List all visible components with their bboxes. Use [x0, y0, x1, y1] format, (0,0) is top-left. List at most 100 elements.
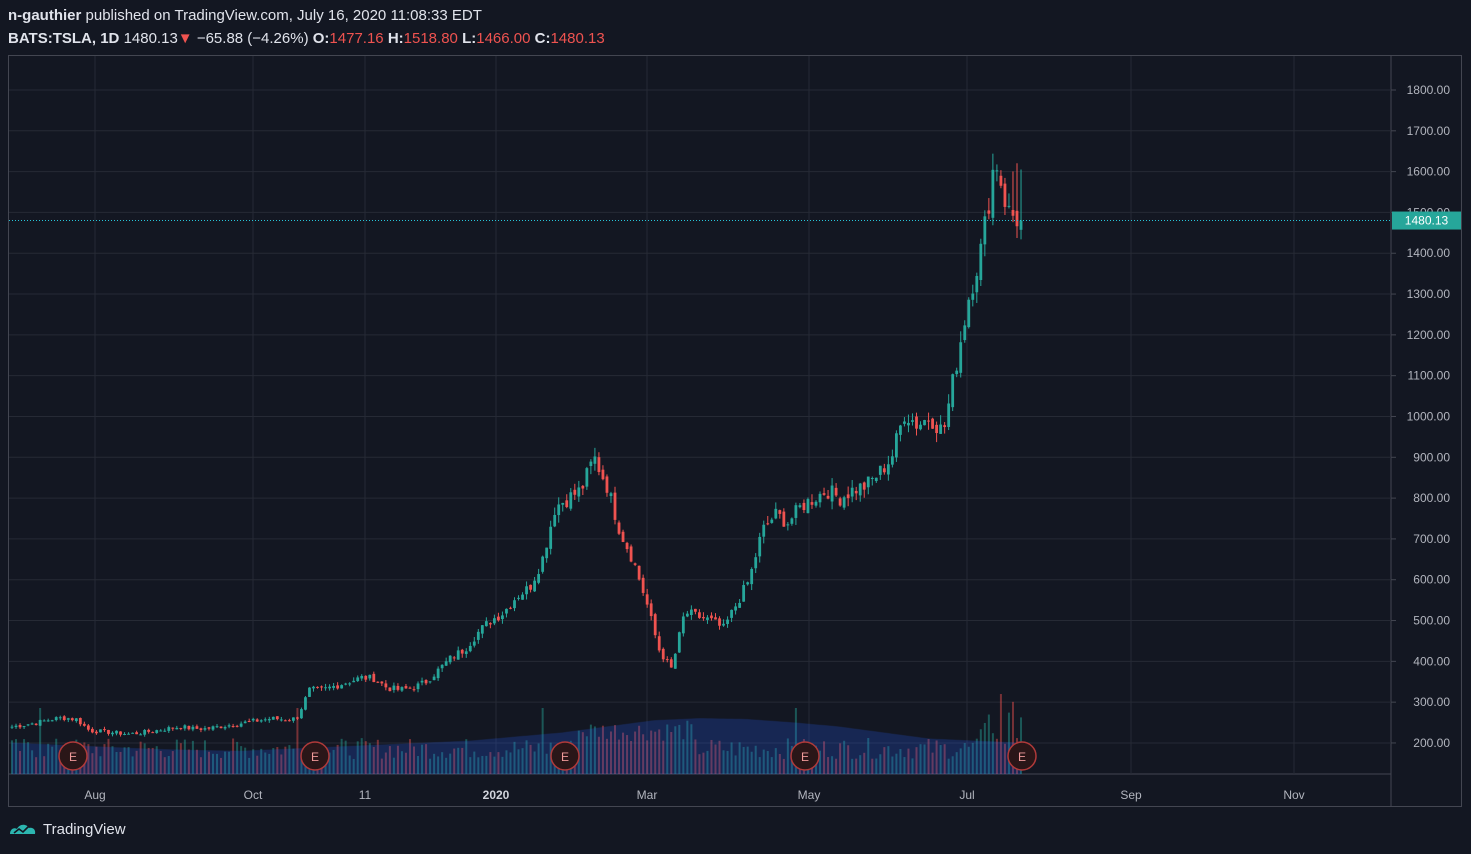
- volume-bar: [372, 747, 375, 774]
- candle: [778, 509, 782, 519]
- candle-body: [62, 716, 66, 720]
- candle: [111, 731, 114, 737]
- volume-bar: [626, 735, 629, 774]
- earnings-marker[interactable]: E: [1007, 741, 1037, 771]
- volume-bar: [726, 750, 729, 774]
- volume-bar: [521, 748, 524, 774]
- author-name[interactable]: n-gauthier: [8, 7, 82, 24]
- volume-bar: [903, 757, 906, 774]
- candle-body: [139, 734, 143, 736]
- candle: [392, 682, 396, 693]
- volume-bar: [1011, 701, 1014, 774]
- candle-body: [372, 673, 376, 683]
- y-tick-label: 1000.00: [1407, 409, 1451, 423]
- volume-ma-area: [11, 717, 1022, 775]
- candle: [734, 602, 737, 615]
- volume-bar: [445, 757, 448, 774]
- volume-bar: [272, 748, 275, 774]
- candle: [131, 732, 134, 734]
- candle: [722, 619, 725, 627]
- candle: [78, 717, 82, 727]
- volume-bar: [537, 743, 540, 774]
- earnings-marker[interactable]: E: [58, 741, 88, 771]
- volume-bar: [513, 741, 516, 774]
- candle-body: [649, 603, 653, 617]
- candle: [955, 367, 959, 378]
- volume-bar: [441, 752, 444, 774]
- candle: [207, 726, 211, 731]
- candle-body: [388, 687, 392, 692]
- volume-bar: [819, 750, 822, 774]
- volume-bar: [163, 757, 166, 774]
- high-label: H:: [387, 30, 404, 47]
- candle: [372, 671, 376, 683]
- candle: [501, 611, 504, 624]
- candle-body: [854, 490, 858, 494]
- candle: [931, 417, 934, 429]
- x-tick-label: 11: [359, 788, 372, 802]
- candle: [227, 723, 231, 729]
- volume-bar: [501, 756, 504, 774]
- candle: [464, 648, 468, 658]
- volume-bar: [585, 736, 588, 774]
- price-chart[interactable]: 1800.001700.001600.001500.001400.001300.…: [8, 55, 1462, 807]
- candle: [255, 718, 259, 722]
- volume-bar: [638, 725, 641, 774]
- candle: [959, 331, 963, 378]
- earnings-marker[interactable]: E: [790, 741, 820, 771]
- volume-bar: [15, 739, 18, 774]
- candle: [685, 610, 689, 618]
- earnings-marker[interactable]: E: [300, 741, 330, 771]
- x-tick-label: Nov: [1283, 788, 1304, 802]
- candle: [66, 717, 70, 723]
- candle: [553, 507, 557, 528]
- volume-bar: [782, 758, 785, 774]
- candle-body: [336, 685, 340, 689]
- volume-bar: [658, 729, 661, 774]
- volume-bar: [284, 746, 287, 774]
- volume-bar: [533, 751, 536, 774]
- volume-bar: [417, 755, 420, 774]
- candle: [123, 732, 126, 736]
- candle-body: [814, 501, 818, 506]
- volume-bar: [545, 753, 548, 774]
- candle: [649, 599, 653, 621]
- volume-bar: [827, 757, 830, 774]
- candle-body: [368, 674, 372, 679]
- candle: [235, 724, 239, 728]
- volume-bar: [19, 750, 22, 774]
- candle-body: [641, 577, 645, 593]
- candle-body: [754, 557, 758, 569]
- tradingview-brand[interactable]: TradingView: [8, 820, 126, 838]
- volume-bar: [481, 755, 484, 774]
- volume-bar: [425, 744, 428, 774]
- earnings-marker[interactable]: E: [550, 741, 580, 771]
- candle-body: [42, 720, 46, 722]
- volume-bar: [762, 749, 765, 774]
- candle: [267, 716, 271, 723]
- volume-bar: [883, 747, 886, 774]
- candle-body: [91, 728, 94, 733]
- candle: [476, 629, 480, 644]
- volume-bar: [867, 738, 870, 774]
- candle-body: [412, 689, 416, 691]
- volume-bar: [288, 745, 291, 774]
- volume-bar: [23, 739, 26, 774]
- candle: [653, 612, 657, 639]
- chart-svg[interactable]: 1800.001700.001600.001500.001400.001300.…: [8, 55, 1462, 807]
- candle-body: [830, 485, 834, 502]
- candle-body: [360, 675, 364, 679]
- candle-body: [440, 664, 444, 669]
- candle: [436, 666, 440, 681]
- candle-body: [308, 687, 311, 697]
- candle-body: [858, 483, 862, 496]
- candle-body: [951, 374, 955, 408]
- candle-body: [279, 719, 283, 721]
- candle-body: [537, 574, 541, 583]
- candle-body: [1003, 183, 1007, 207]
- candle-body: [702, 617, 705, 619]
- volume-bar: [123, 747, 126, 774]
- candle-body: [947, 403, 951, 427]
- volume-bar: [609, 731, 612, 774]
- y-tick-label: 1400.00: [1407, 246, 1451, 260]
